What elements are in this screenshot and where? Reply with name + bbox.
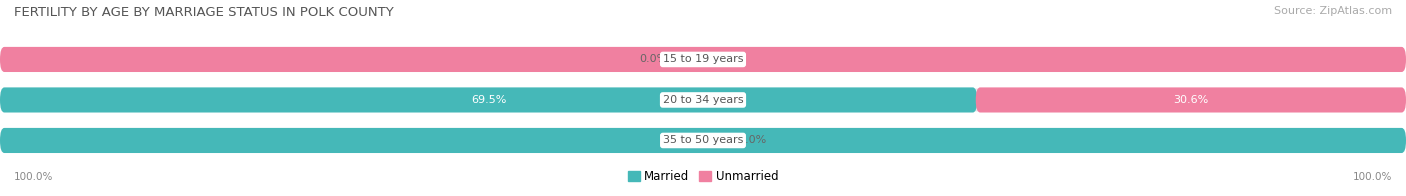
Text: FERTILITY BY AGE BY MARRIAGE STATUS IN POLK COUNTY: FERTILITY BY AGE BY MARRIAGE STATUS IN P… [14,6,394,19]
Text: 100.0%: 100.0% [682,135,724,145]
FancyBboxPatch shape [0,47,1406,72]
Text: 100.0%: 100.0% [1353,172,1392,182]
Text: 35 to 50 years: 35 to 50 years [662,135,744,145]
FancyBboxPatch shape [0,128,1406,153]
Text: 15 to 19 years: 15 to 19 years [662,54,744,64]
Text: 69.5%: 69.5% [471,95,506,105]
Text: 0.0%: 0.0% [738,135,766,145]
Text: 30.6%: 30.6% [1173,95,1209,105]
Text: Source: ZipAtlas.com: Source: ZipAtlas.com [1274,6,1392,16]
Text: 100.0%: 100.0% [682,54,724,64]
Text: 0.0%: 0.0% [640,54,668,64]
FancyBboxPatch shape [0,87,977,113]
Legend: Married, Unmarried: Married, Unmarried [623,166,783,188]
FancyBboxPatch shape [0,87,1406,113]
FancyBboxPatch shape [0,128,1406,153]
Text: 20 to 34 years: 20 to 34 years [662,95,744,105]
FancyBboxPatch shape [0,47,1406,72]
Text: 100.0%: 100.0% [14,172,53,182]
FancyBboxPatch shape [976,87,1406,113]
